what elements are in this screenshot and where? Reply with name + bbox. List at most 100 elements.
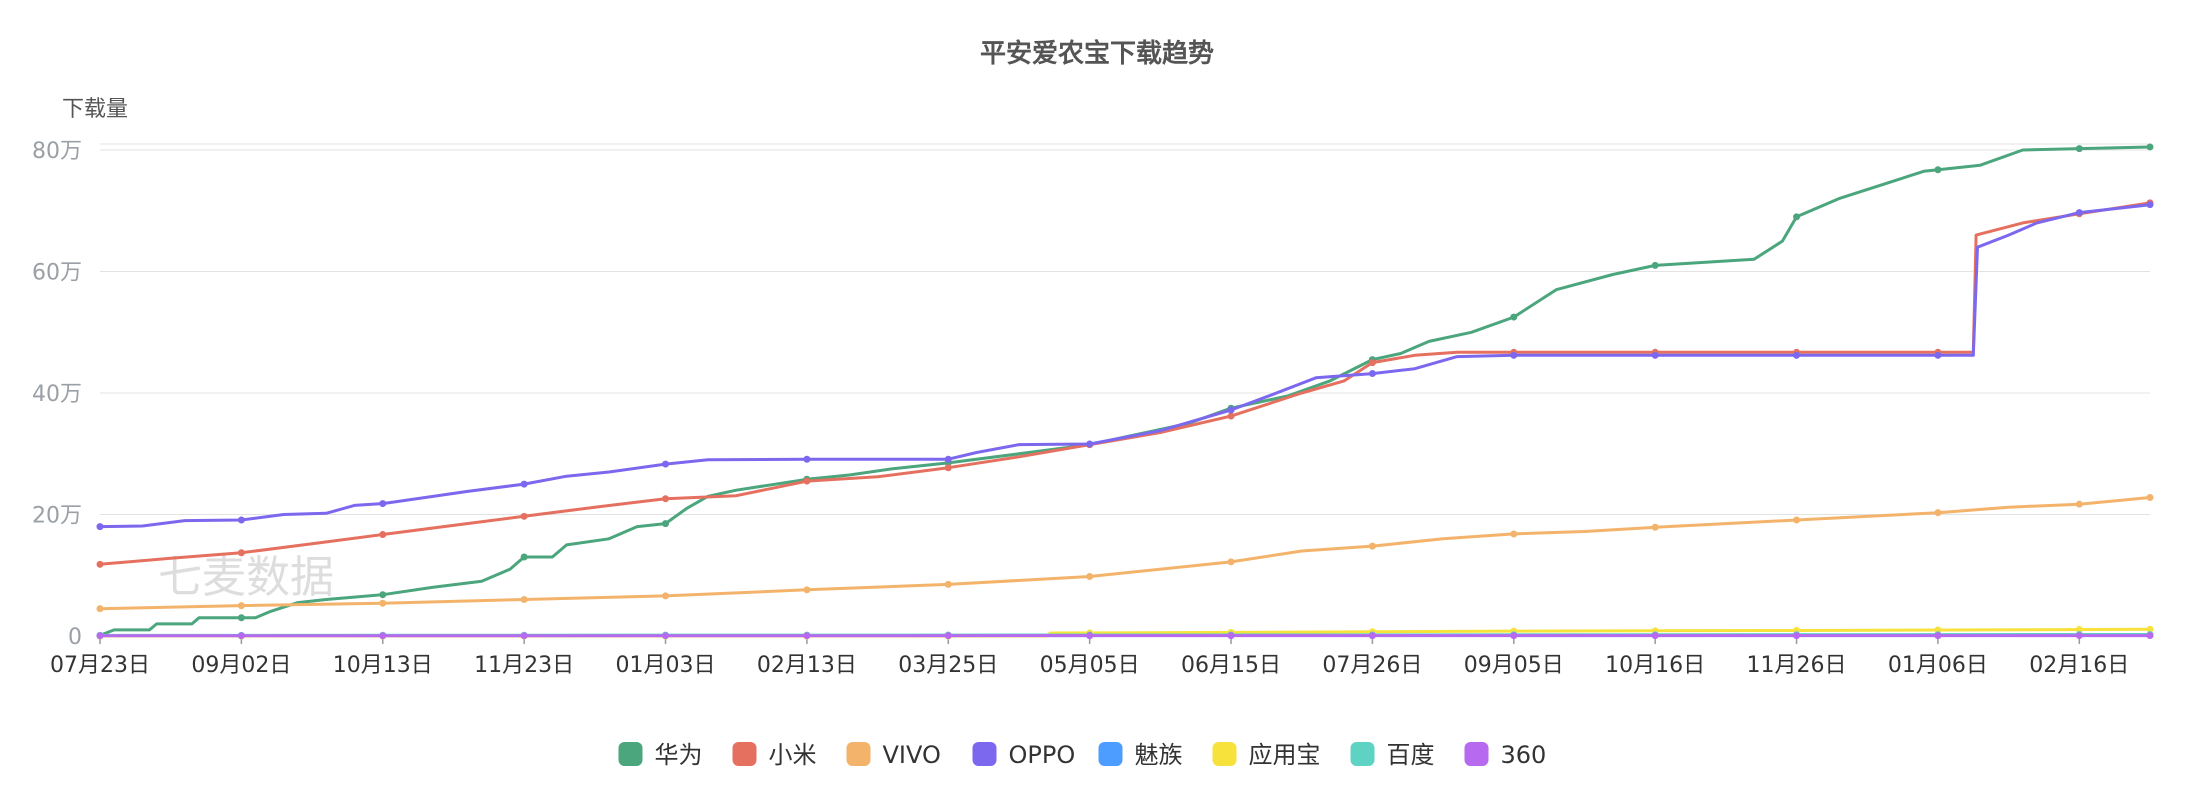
- series-7: [96, 632, 2154, 640]
- data-point[interactable]: [520, 596, 528, 604]
- x-tick-label: 02月13日: [757, 653, 857, 678]
- data-point[interactable]: [1651, 632, 1659, 640]
- data-point[interactable]: [662, 592, 670, 600]
- data-point[interactable]: [379, 591, 387, 599]
- data-point[interactable]: [237, 549, 245, 557]
- data-point[interactable]: [662, 460, 670, 468]
- data-point[interactable]: [1651, 351, 1659, 359]
- y-tick-label: 40万: [32, 382, 82, 407]
- legend-item[interactable]: VIVO: [846, 741, 941, 769]
- data-point[interactable]: [1793, 516, 1801, 524]
- legend-item[interactable]: 应用宝: [1212, 741, 1321, 769]
- data-point[interactable]: [1934, 351, 1942, 359]
- legend-item[interactable]: 华为: [618, 741, 703, 769]
- data-point[interactable]: [1086, 632, 1094, 640]
- data-point[interactable]: [2146, 201, 2154, 209]
- data-point[interactable]: [2146, 625, 2154, 633]
- data-point[interactable]: [2075, 209, 2083, 217]
- data-point[interactable]: [1368, 359, 1376, 367]
- data-point[interactable]: [96, 560, 104, 568]
- data-point[interactable]: [1510, 313, 1518, 321]
- data-point[interactable]: [96, 605, 104, 613]
- data-point[interactable]: [520, 512, 528, 520]
- legend[interactable]: 华为 小米 VIVO OPPO 魅族 应用宝 百度 360: [618, 741, 1547, 769]
- x-tick-label: 07月23日: [50, 653, 150, 678]
- data-point[interactable]: [379, 632, 387, 640]
- data-point[interactable]: [2146, 632, 2154, 640]
- data-point[interactable]: [803, 586, 811, 594]
- legend-item[interactable]: OPPO: [972, 741, 1076, 769]
- data-point[interactable]: [1510, 530, 1518, 538]
- gridlines: [100, 143, 2150, 637]
- y-tick-label: 20万: [32, 504, 82, 529]
- data-point[interactable]: [520, 632, 528, 640]
- data-point[interactable]: [379, 500, 387, 508]
- data-point[interactable]: [379, 599, 387, 607]
- y-tick-label: 60万: [32, 261, 82, 286]
- data-point[interactable]: [1227, 632, 1235, 640]
- data-point[interactable]: [1510, 632, 1518, 640]
- data-point[interactable]: [237, 602, 245, 610]
- legend-item[interactable]: 百度: [1350, 741, 1435, 769]
- x-tick-label: 01月06日: [1888, 653, 1988, 678]
- data-point[interactable]: [1227, 558, 1235, 566]
- data-point[interactable]: [96, 632, 104, 640]
- y-tick-label: 0: [68, 625, 82, 650]
- data-point[interactable]: [2075, 145, 2083, 153]
- data-point[interactable]: [944, 580, 952, 588]
- data-point[interactable]: [1651, 261, 1659, 269]
- legend-item[interactable]: 魅族: [1098, 741, 1183, 769]
- legend-item[interactable]: 360: [1464, 741, 1547, 769]
- data-point[interactable]: [803, 455, 811, 463]
- data-point[interactable]: [803, 632, 811, 640]
- x-tick-label: 06月15日: [1181, 653, 1281, 678]
- data-point[interactable]: [96, 523, 104, 531]
- data-point[interactable]: [1368, 632, 1376, 640]
- data-point[interactable]: [1934, 509, 1942, 517]
- series-0: [96, 143, 2154, 639]
- data-point[interactable]: [237, 614, 245, 622]
- data-point[interactable]: [662, 632, 670, 640]
- data-point[interactable]: [237, 516, 245, 524]
- data-point[interactable]: [1793, 632, 1801, 640]
- legend-item[interactable]: 小米: [732, 741, 817, 769]
- data-point[interactable]: [1086, 572, 1094, 580]
- data-point[interactable]: [944, 632, 952, 640]
- data-point[interactable]: [1510, 351, 1518, 359]
- legend-label: 百度: [1387, 741, 1435, 769]
- data-point[interactable]: [520, 480, 528, 488]
- data-point[interactable]: [1793, 351, 1801, 359]
- data-point[interactable]: [2075, 500, 2083, 508]
- legend-label: 应用宝: [1249, 741, 1321, 769]
- data-point[interactable]: [1227, 412, 1235, 420]
- x-tick-label: 03月25日: [898, 653, 998, 678]
- data-point[interactable]: [1934, 632, 1942, 640]
- data-point[interactable]: [1227, 406, 1235, 414]
- legend-swatch: [1464, 742, 1489, 766]
- data-point[interactable]: [1793, 213, 1801, 221]
- data-point[interactable]: [944, 464, 952, 472]
- data-point[interactable]: [2075, 632, 2083, 640]
- data-point[interactable]: [2075, 626, 2083, 634]
- data-point[interactable]: [662, 495, 670, 503]
- data-point[interactable]: [2146, 143, 2154, 151]
- x-tick-label: 11月23日: [474, 653, 574, 678]
- legend-label: 华为: [655, 741, 703, 769]
- data-point[interactable]: [1934, 166, 1942, 174]
- data-point[interactable]: [1651, 523, 1659, 531]
- series-lines: [96, 143, 2154, 640]
- data-point[interactable]: [237, 632, 245, 640]
- data-point[interactable]: [803, 477, 811, 485]
- data-point[interactable]: [662, 520, 670, 528]
- x-tick-label: 07月26日: [1322, 653, 1422, 678]
- data-point[interactable]: [1368, 370, 1376, 378]
- data-point[interactable]: [379, 531, 387, 539]
- data-point[interactable]: [944, 455, 952, 463]
- data-point[interactable]: [520, 553, 528, 561]
- series-line: [99, 203, 2151, 529]
- data-point[interactable]: [1086, 440, 1094, 448]
- x-tick-label: 02月16日: [2029, 653, 2129, 678]
- data-point[interactable]: [1368, 542, 1376, 550]
- data-point[interactable]: [2146, 493, 2154, 501]
